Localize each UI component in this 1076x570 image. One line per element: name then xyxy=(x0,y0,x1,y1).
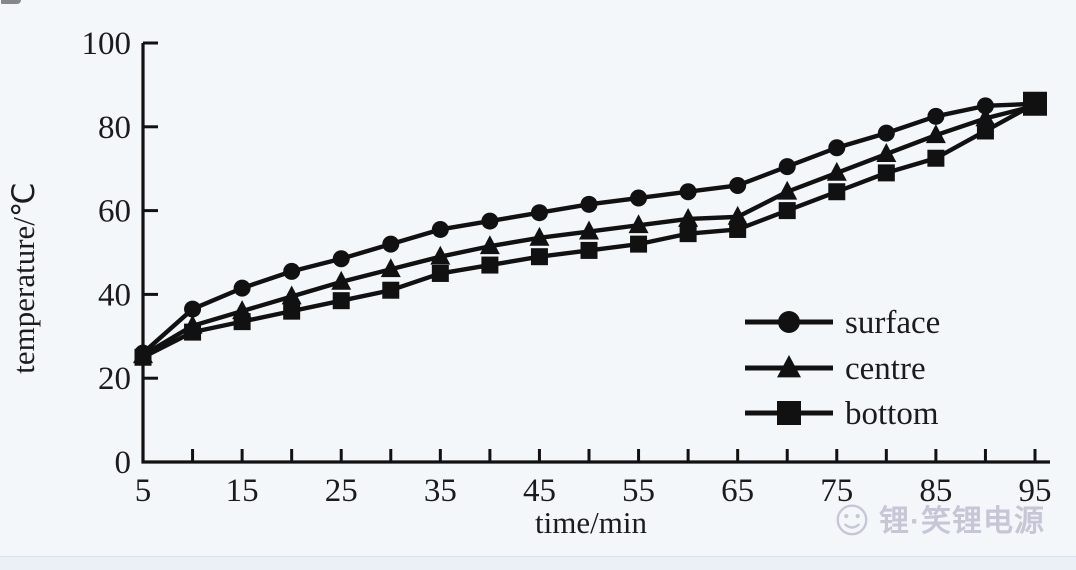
y-tick-label: 80 xyxy=(98,110,131,146)
y-tick-label: 0 xyxy=(115,445,132,481)
x-axis-ticks: 5 15 25 35 45 55 65 75 85 95 xyxy=(135,449,1052,509)
x-tick-label: 85 xyxy=(919,473,952,509)
x-tick-label: 35 xyxy=(424,473,457,509)
y-tick-label: 100 xyxy=(82,26,132,62)
legend-label-bottom: bottom xyxy=(845,396,939,432)
y-axis-ticks: 0 20 40 60 80 100 xyxy=(82,26,158,481)
x-tick-label: 45 xyxy=(523,473,556,509)
x-tick-label: 95 xyxy=(1019,473,1052,509)
y-tick-label: 40 xyxy=(98,277,131,313)
y-tick-label: 60 xyxy=(98,194,131,230)
bottom-strip xyxy=(0,556,1076,570)
legend-entry-surface: surface xyxy=(745,305,940,341)
frame-corner-artifact xyxy=(1,0,21,4)
legend-entry-centre: centre xyxy=(745,351,926,387)
x-tick-label: 55 xyxy=(622,473,655,509)
legend-label-surface: surface xyxy=(845,305,940,341)
legend-label-centre: centre xyxy=(845,351,926,387)
x-tick-label: 65 xyxy=(721,473,754,509)
y-tick-label: 20 xyxy=(98,361,131,397)
x-tick-label: 15 xyxy=(226,473,259,509)
x-axis-title: time/min xyxy=(535,505,647,540)
legend-entry-bottom: bottom xyxy=(745,396,939,432)
series-bottom xyxy=(134,91,1047,366)
y-axis-title: temperature/℃ xyxy=(6,182,41,373)
x-tick-label: 75 xyxy=(820,473,853,509)
x-tick-label: 5 xyxy=(135,473,152,509)
x-tick-label: 25 xyxy=(325,473,358,509)
legend: surface centre bottom xyxy=(745,305,940,432)
